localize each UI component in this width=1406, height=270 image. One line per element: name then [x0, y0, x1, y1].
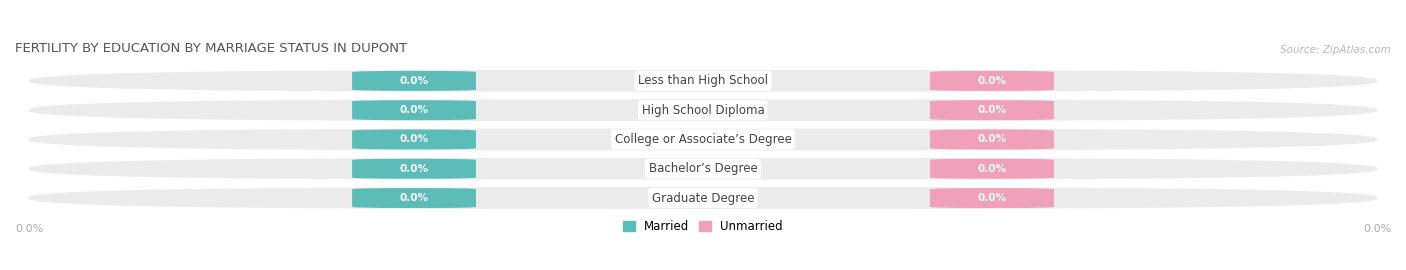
Text: Source: ZipAtlas.com: Source: ZipAtlas.com: [1281, 45, 1391, 55]
Text: Bachelor’s Degree: Bachelor’s Degree: [648, 162, 758, 175]
FancyBboxPatch shape: [28, 70, 1378, 92]
FancyBboxPatch shape: [352, 130, 477, 149]
FancyBboxPatch shape: [929, 159, 1054, 179]
Text: 0.0%: 0.0%: [399, 193, 429, 203]
FancyBboxPatch shape: [352, 71, 477, 91]
FancyBboxPatch shape: [28, 158, 1378, 180]
Text: Graduate Degree: Graduate Degree: [652, 191, 754, 205]
Text: College or Associate’s Degree: College or Associate’s Degree: [614, 133, 792, 146]
Text: 0.0%: 0.0%: [977, 134, 1007, 144]
Text: 0.0%: 0.0%: [399, 105, 429, 115]
FancyBboxPatch shape: [352, 188, 477, 208]
FancyBboxPatch shape: [28, 129, 1378, 150]
Text: 0.0%: 0.0%: [15, 224, 44, 234]
Legend: Married, Unmarried: Married, Unmarried: [623, 220, 783, 233]
Text: 0.0%: 0.0%: [977, 164, 1007, 174]
FancyBboxPatch shape: [929, 100, 1054, 120]
FancyBboxPatch shape: [929, 188, 1054, 208]
Text: 0.0%: 0.0%: [399, 164, 429, 174]
Text: 0.0%: 0.0%: [1362, 224, 1391, 234]
Text: FERTILITY BY EDUCATION BY MARRIAGE STATUS IN DUPONT: FERTILITY BY EDUCATION BY MARRIAGE STATU…: [15, 42, 408, 55]
Text: Less than High School: Less than High School: [638, 74, 768, 87]
FancyBboxPatch shape: [28, 187, 1378, 209]
Text: 0.0%: 0.0%: [399, 134, 429, 144]
Text: High School Diploma: High School Diploma: [641, 104, 765, 117]
FancyBboxPatch shape: [28, 99, 1378, 121]
Text: 0.0%: 0.0%: [977, 105, 1007, 115]
FancyBboxPatch shape: [929, 130, 1054, 149]
FancyBboxPatch shape: [352, 159, 477, 179]
Text: 0.0%: 0.0%: [977, 76, 1007, 86]
Text: 0.0%: 0.0%: [399, 76, 429, 86]
FancyBboxPatch shape: [352, 100, 477, 120]
FancyBboxPatch shape: [929, 71, 1054, 91]
Text: 0.0%: 0.0%: [977, 193, 1007, 203]
